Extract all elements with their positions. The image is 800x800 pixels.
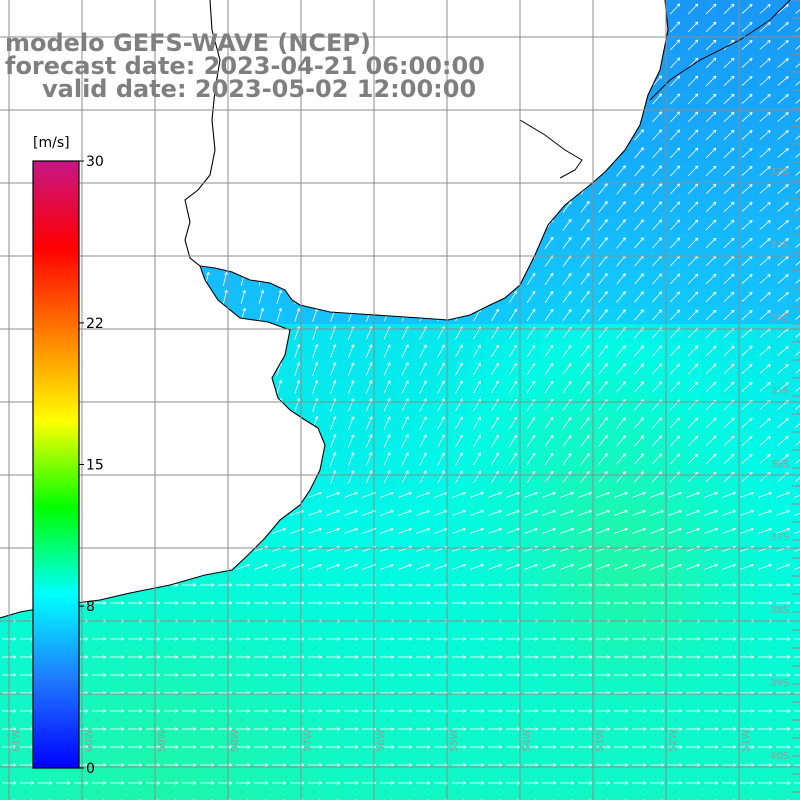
title-valid-date: valid date: 2023-05-02 12:00:00	[42, 75, 476, 103]
longitude-label: 58W	[230, 729, 241, 752]
latitude-label: 36S	[770, 459, 789, 470]
latitude-label: 37S	[770, 532, 789, 543]
title-model: modelo GEFS-WAVE (NCEP)	[5, 29, 371, 57]
longitude-label: 52W	[668, 729, 679, 752]
latitude-label: 32S	[770, 167, 789, 178]
longitude-label: 55W	[449, 729, 460, 752]
latitude-label: 35S	[770, 386, 789, 397]
latitude-label: 38S	[770, 605, 789, 616]
land-area	[0, 0, 791, 619]
colorbar-ticks: 30 22 15 8 0	[79, 154, 104, 777]
coastline	[0, 0, 326, 619]
longitude-label: 60W	[84, 729, 95, 752]
colorbar-ramp	[32, 160, 80, 769]
latitude-label: 39S	[770, 678, 789, 689]
coastline-uruguay	[199, 0, 669, 321]
longitude-label: 61W	[11, 729, 22, 752]
graticule-labels: 32S33S34S35S36S37S38S39S40S41S61W60W59W5…	[11, 167, 789, 762]
colorbar-units: [m/s]	[33, 135, 70, 151]
longitude-label: 56W	[376, 729, 387, 752]
colorbar-tick-label: 15	[86, 458, 104, 474]
colorbar-tick-label: 30	[86, 154, 104, 170]
colorbar-tick-label: 8	[86, 599, 95, 615]
land-mask-uruguay	[185, 0, 668, 320]
lagoon-coast	[519, 0, 791, 179]
longitude-label: 53W	[595, 729, 606, 752]
colorbar-tick-label: 22	[86, 316, 104, 332]
latitude-label: 34S	[770, 313, 789, 324]
latitude-label: 40S	[770, 751, 789, 762]
colorbar: [m/s] 30 22 15 8 0	[32, 135, 104, 777]
title-forecast-date: forecast date: 2023-04-21 06:00:00	[5, 52, 485, 80]
longitude-label: 54W	[522, 729, 533, 752]
longitude-label: 51W	[741, 729, 752, 752]
colorbar-tick-label: 0	[86, 761, 95, 777]
land-mask-argentina	[0, 0, 325, 618]
longitude-label: 59W	[157, 729, 168, 752]
longitude-label: 57W	[303, 729, 314, 752]
latitude-label: 33S	[770, 240, 789, 251]
